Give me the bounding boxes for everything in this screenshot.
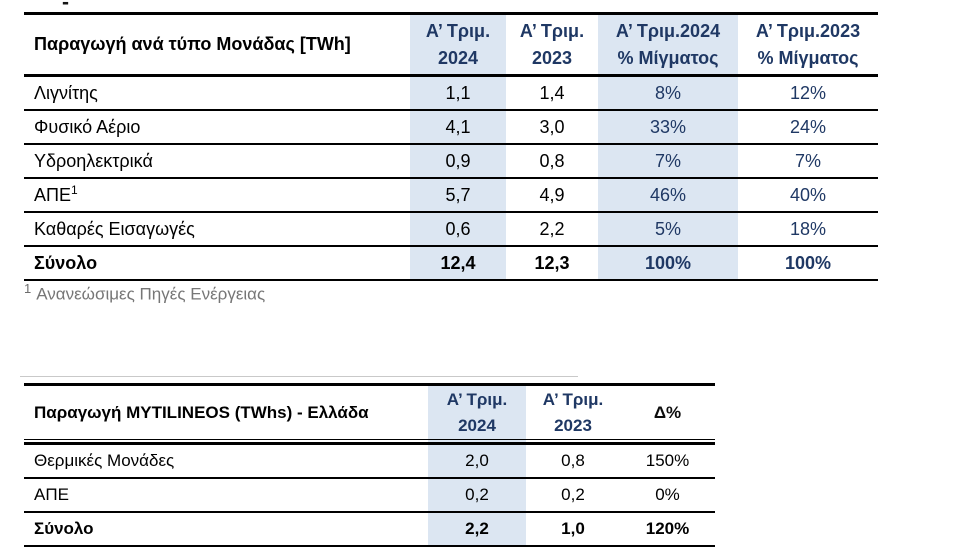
cell-q1-2023: 2,2 xyxy=(506,212,598,247)
col-header-line2: % Μίγματος xyxy=(757,47,859,68)
cell-q1-2024: 2,2 xyxy=(428,512,526,547)
table1-col-q1-2023: Α’ Τριμ. 2023 xyxy=(506,13,598,77)
footnote: 1 Ανανεώσιμες Πηγές Ενέργειας xyxy=(24,280,265,307)
cell-q1-2024: 0,9 xyxy=(410,144,506,179)
table-row-res: ΑΠΕ1 5,7 4,9 46% 40% xyxy=(24,178,878,213)
cell-mix-2023: 7% xyxy=(738,144,878,179)
footnote-marker: 1 xyxy=(24,281,32,296)
cell-mix-2024: 46% xyxy=(598,178,738,213)
row-label: Λιγνίτης xyxy=(24,75,410,111)
row-label: Υδροηλεκτρικά xyxy=(24,144,410,179)
table-row-res: ΑΠΕ 0,2 0,2 0% xyxy=(24,478,715,513)
stray-dash: - xyxy=(62,0,69,14)
col-header-line1: Α’ Τριμ. xyxy=(519,20,585,41)
production-by-unit-type-table: Παραγωγή ανά τύπο Μονάδας [TWh] Α’ Τριμ.… xyxy=(24,12,878,281)
cell-mix-2023: 24% xyxy=(738,110,878,145)
cell-q1-2024: 0,6 xyxy=(410,212,506,247)
col-header-line2: 2024 xyxy=(458,415,496,435)
row-label: Καθαρές Εισαγωγές xyxy=(24,212,410,247)
col-header-line2: 2024 xyxy=(437,47,479,68)
cell-q1-2024: 4,1 xyxy=(410,110,506,145)
col-header-line1: Α’ Τριμ. xyxy=(542,390,604,409)
mytilineos-production-table: Παραγωγή MYTILINEOS (TWhs) - Ελλάδα Α’ Τ… xyxy=(24,383,715,547)
cell-q1-2024: 1,1 xyxy=(410,75,506,111)
cell-q1-2023: 0,8 xyxy=(526,443,620,479)
col-header-line1: Α’ Τριμ. xyxy=(446,390,508,409)
cell-mix-2023: 12% xyxy=(738,75,878,111)
cell-mix-2024: 33% xyxy=(598,110,738,145)
col-header-line1: Δ% xyxy=(653,402,682,422)
footnote-text: Ανανεώσιμες Πηγές Ενέργειας xyxy=(36,284,266,304)
row-label: ΑΠΕ1 xyxy=(24,178,410,213)
col-header-line1: Α’ Τριμ.2024 xyxy=(615,20,721,41)
cell-q1-2023: 3,0 xyxy=(506,110,598,145)
cell-mix-2024: 7% xyxy=(598,144,738,179)
row-label: ΑΠΕ xyxy=(24,478,428,513)
table1-col-q1-2024: Α’ Τριμ. 2024 xyxy=(410,13,506,77)
cell-q1-2023: 0,2 xyxy=(526,478,620,513)
table2-header-separator xyxy=(24,439,715,445)
row-label: Σύνολο xyxy=(24,512,428,547)
table2-col-delta: Δ% xyxy=(620,385,715,440)
table-row-natural-gas: Φυσικό Αέριο 4,1 3,0 33% 24% xyxy=(24,110,878,145)
row-label: Θερμικές Μονάδες xyxy=(24,443,428,479)
separator-cell xyxy=(24,439,428,445)
table-row-lignite: Λιγνίτης 1,1 1,4 8% 12% xyxy=(24,75,878,111)
cell-mix-2024: 5% xyxy=(598,212,738,247)
cell-q1-2023: 1,0 xyxy=(526,512,620,547)
cell-delta: 150% xyxy=(620,443,715,479)
cell-q1-2023: 1,4 xyxy=(506,75,598,111)
table1-col-mix-2023: Α’ Τριμ.2023 % Μίγματος xyxy=(738,13,878,77)
col-header-line2: 2023 xyxy=(531,47,573,68)
section-divider-line xyxy=(20,376,578,377)
table1-header-row: Παραγωγή ανά τύπο Μονάδας [TWh] Α’ Τριμ.… xyxy=(24,13,878,77)
row-label: Φυσικό Αέριο xyxy=(24,110,410,145)
table-row-total: Σύνολο 2,2 1,0 120% xyxy=(24,512,715,547)
table2-col-q1-2024: Α’ Τριμ. 2024 xyxy=(428,384,526,440)
col-header-line2: 2023 xyxy=(554,415,592,435)
separator-cell xyxy=(428,439,526,445)
cell-mix-2023: 40% xyxy=(738,178,878,213)
cell-q1-2023: 4,9 xyxy=(506,178,598,213)
footnote-marker: 1 xyxy=(71,182,78,197)
cell-mix-2023: 100% xyxy=(738,246,878,281)
table2-col-q1-2023: Α’ Τριμ. 2023 xyxy=(526,385,620,440)
cell-q1-2024: 0,2 xyxy=(428,478,526,513)
table2-title: Παραγωγή MYTILINEOS (TWhs) - Ελλάδα xyxy=(34,402,369,422)
cell-q1-2023: 0,8 xyxy=(506,144,598,179)
row-label: Σύνολο xyxy=(24,246,410,281)
col-header-line2: % Μίγματος xyxy=(617,47,719,68)
cell-mix-2024: 100% xyxy=(598,246,738,281)
table1-col-mix-2024: Α’ Τριμ.2024 % Μίγματος xyxy=(598,13,738,77)
cell-q1-2024: 5,7 xyxy=(410,178,506,213)
table-row-total: Σύνολο 12,4 12,3 100% 100% xyxy=(24,246,878,281)
table-row-net-imports: Καθαρές Εισαγωγές 0,6 2,2 5% 18% xyxy=(24,212,878,247)
col-header-line1: Α’ Τριμ. xyxy=(425,20,491,41)
cell-mix-2024: 8% xyxy=(598,75,738,111)
cell-delta: 0% xyxy=(620,478,715,513)
cell-mix-2023: 18% xyxy=(738,212,878,247)
cell-q1-2023: 12,3 xyxy=(506,246,598,281)
table1-title: Παραγωγή ανά τύπο Μονάδας [TWh] xyxy=(24,13,410,77)
table-row-thermal-units: Θερμικές Μονάδες 2,0 0,8 150% xyxy=(24,443,715,479)
cell-delta: 120% xyxy=(620,512,715,547)
separator-cell xyxy=(620,439,715,445)
table2-header-row: Παραγωγή MYTILINEOS (TWhs) - Ελλάδα Α’ Τ… xyxy=(24,384,715,440)
separator-cell xyxy=(526,439,620,445)
cell-q1-2024: 2,0 xyxy=(428,443,526,479)
col-header-line1: Α’ Τριμ.2023 xyxy=(755,20,861,41)
table-row-hydro: Υδροηλεκτρικά 0,9 0,8 7% 7% xyxy=(24,144,878,179)
cell-q1-2024: 12,4 xyxy=(410,246,506,281)
